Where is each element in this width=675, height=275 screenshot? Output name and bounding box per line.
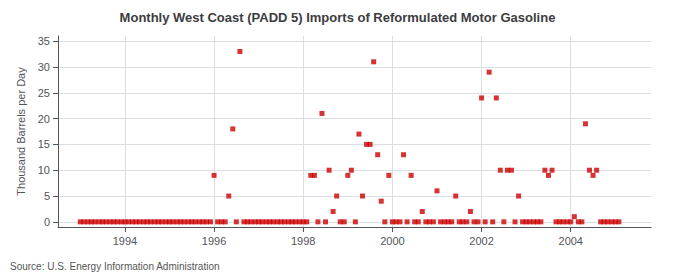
svg-text:1996: 1996 [202, 235, 226, 247]
svg-text:Thousand Barrels per Day: Thousand Barrels per Day [15, 67, 27, 196]
svg-text:0: 0 [44, 216, 50, 228]
svg-text:35: 35 [38, 35, 50, 47]
svg-text:1994: 1994 [113, 235, 137, 247]
svg-text:2004: 2004 [559, 235, 583, 247]
svg-text:1998: 1998 [291, 235, 315, 247]
svg-text:25: 25 [38, 87, 50, 99]
svg-text:2000: 2000 [380, 235, 404, 247]
svg-text:15: 15 [38, 138, 50, 150]
svg-text:Source: U.S. Energy Informatio: Source: U.S. Energy Information Administ… [10, 261, 220, 272]
svg-text:2002: 2002 [469, 235, 493, 247]
svg-text:20: 20 [38, 113, 50, 125]
svg-text:30: 30 [38, 61, 50, 73]
svg-text:Monthly West Coast (PADD 5) Im: Monthly West Coast (PADD 5) Imports of R… [120, 10, 556, 25]
svg-text:10: 10 [38, 164, 50, 176]
svg-text:5: 5 [44, 190, 50, 202]
